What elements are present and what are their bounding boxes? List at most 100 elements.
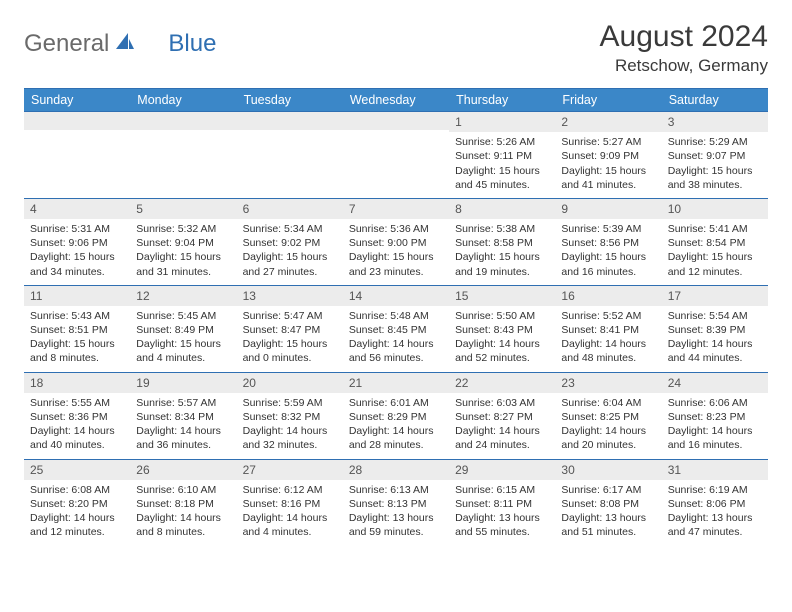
day-info-line: Sunrise: 5:55 AM	[30, 396, 124, 410]
day-info-line: and 16 minutes.	[668, 438, 762, 452]
day-info-line: Daylight: 15 hours	[349, 250, 443, 264]
day-info-line: Sunset: 8:36 PM	[30, 410, 124, 424]
day-info: Sunrise: 5:55 AMSunset: 8:36 PMDaylight:…	[24, 393, 130, 459]
day-number: 28	[343, 460, 449, 480]
calendar-day-cell: 12Sunrise: 5:45 AMSunset: 8:49 PMDayligh…	[130, 285, 236, 372]
calendar-day-cell: 21Sunrise: 6:01 AMSunset: 8:29 PMDayligh…	[343, 372, 449, 459]
day-info-line: Sunrise: 5:52 AM	[561, 309, 655, 323]
day-info-line: Sunrise: 6:12 AM	[243, 483, 337, 497]
calendar-day-cell	[343, 112, 449, 199]
day-info: Sunrise: 6:12 AMSunset: 8:16 PMDaylight:…	[237, 480, 343, 546]
weekday-header: Thursday	[449, 89, 555, 112]
day-info-line: Daylight: 14 hours	[668, 424, 762, 438]
calendar-week-row: 11Sunrise: 5:43 AMSunset: 8:51 PMDayligh…	[24, 285, 768, 372]
header: General Blue August 2024 Retschow, Germa…	[24, 20, 768, 76]
day-info-line: Sunset: 8:13 PM	[349, 497, 443, 511]
day-info-line: and 52 minutes.	[455, 351, 549, 365]
day-info-line: Sunrise: 6:08 AM	[30, 483, 124, 497]
calendar-day-cell: 7Sunrise: 5:36 AMSunset: 9:00 PMDaylight…	[343, 198, 449, 285]
calendar-day-cell: 1Sunrise: 5:26 AMSunset: 9:11 PMDaylight…	[449, 112, 555, 199]
day-number: 31	[662, 460, 768, 480]
day-info-line: Sunset: 9:09 PM	[561, 149, 655, 163]
day-info-line: and 40 minutes.	[30, 438, 124, 452]
calendar-day-cell	[130, 112, 236, 199]
day-number	[24, 112, 130, 130]
day-info: Sunrise: 5:36 AMSunset: 9:00 PMDaylight:…	[343, 219, 449, 285]
day-info-line: and 24 minutes.	[455, 438, 549, 452]
calendar-day-cell: 16Sunrise: 5:52 AMSunset: 8:41 PMDayligh…	[555, 285, 661, 372]
calendar-day-cell: 31Sunrise: 6:19 AMSunset: 8:06 PMDayligh…	[662, 459, 768, 545]
day-info	[24, 130, 130, 139]
calendar-day-cell: 2Sunrise: 5:27 AMSunset: 9:09 PMDaylight…	[555, 112, 661, 199]
month-title: August 2024	[600, 20, 768, 54]
day-info-line: Sunrise: 6:10 AM	[136, 483, 230, 497]
day-info-line: Daylight: 15 hours	[561, 164, 655, 178]
day-info: Sunrise: 5:34 AMSunset: 9:02 PMDaylight:…	[237, 219, 343, 285]
day-info: Sunrise: 5:29 AMSunset: 9:07 PMDaylight:…	[662, 132, 768, 198]
logo-sail-icon	[114, 31, 136, 56]
day-number: 27	[237, 460, 343, 480]
day-info-line: Sunrise: 5:31 AM	[30, 222, 124, 236]
day-info: Sunrise: 5:59 AMSunset: 8:32 PMDaylight:…	[237, 393, 343, 459]
day-info-line: Sunset: 8:18 PM	[136, 497, 230, 511]
day-info-line: Sunset: 8:45 PM	[349, 323, 443, 337]
day-info-line: Daylight: 14 hours	[349, 424, 443, 438]
day-info: Sunrise: 5:41 AMSunset: 8:54 PMDaylight:…	[662, 219, 768, 285]
day-number: 23	[555, 373, 661, 393]
calendar-table: Sunday Monday Tuesday Wednesday Thursday…	[24, 88, 768, 545]
day-info-line: Sunrise: 5:50 AM	[455, 309, 549, 323]
day-info-line: Sunrise: 5:34 AM	[243, 222, 337, 236]
day-info-line: Sunrise: 5:26 AM	[455, 135, 549, 149]
calendar-day-cell: 5Sunrise: 5:32 AMSunset: 9:04 PMDaylight…	[130, 198, 236, 285]
day-info: Sunrise: 6:08 AMSunset: 8:20 PMDaylight:…	[24, 480, 130, 546]
day-info	[130, 130, 236, 139]
day-number: 29	[449, 460, 555, 480]
day-info-line: Sunrise: 6:06 AM	[668, 396, 762, 410]
calendar-day-cell: 20Sunrise: 5:59 AMSunset: 8:32 PMDayligh…	[237, 372, 343, 459]
day-info-line: and 20 minutes.	[561, 438, 655, 452]
day-info-line: Sunset: 8:32 PM	[243, 410, 337, 424]
day-info-line: Sunset: 8:11 PM	[455, 497, 549, 511]
calendar-day-cell: 14Sunrise: 5:48 AMSunset: 8:45 PMDayligh…	[343, 285, 449, 372]
day-info: Sunrise: 5:39 AMSunset: 8:56 PMDaylight:…	[555, 219, 661, 285]
day-info-line: Sunrise: 6:13 AM	[349, 483, 443, 497]
day-info: Sunrise: 5:31 AMSunset: 9:06 PMDaylight:…	[24, 219, 130, 285]
day-number: 15	[449, 286, 555, 306]
day-info-line: and 45 minutes.	[455, 178, 549, 192]
calendar-day-cell: 9Sunrise: 5:39 AMSunset: 8:56 PMDaylight…	[555, 198, 661, 285]
day-info-line: Sunrise: 5:36 AM	[349, 222, 443, 236]
day-info-line: Daylight: 14 hours	[243, 424, 337, 438]
day-info-line: Sunrise: 6:17 AM	[561, 483, 655, 497]
day-info-line: and 59 minutes.	[349, 525, 443, 539]
day-info-line: Sunset: 8:43 PM	[455, 323, 549, 337]
day-info: Sunrise: 5:50 AMSunset: 8:43 PMDaylight:…	[449, 306, 555, 372]
day-info-line: and 32 minutes.	[243, 438, 337, 452]
day-info	[237, 130, 343, 139]
day-number: 16	[555, 286, 661, 306]
day-info-line: Sunset: 9:11 PM	[455, 149, 549, 163]
day-info-line: and 55 minutes.	[455, 525, 549, 539]
day-number: 4	[24, 199, 130, 219]
location: Retschow, Germany	[600, 56, 768, 76]
day-info-line: and 8 minutes.	[30, 351, 124, 365]
day-info: Sunrise: 5:32 AMSunset: 9:04 PMDaylight:…	[130, 219, 236, 285]
day-number: 19	[130, 373, 236, 393]
day-number: 20	[237, 373, 343, 393]
day-info-line: Daylight: 13 hours	[561, 511, 655, 525]
calendar-day-cell: 25Sunrise: 6:08 AMSunset: 8:20 PMDayligh…	[24, 459, 130, 545]
day-info-line: Sunrise: 5:38 AM	[455, 222, 549, 236]
day-info: Sunrise: 6:01 AMSunset: 8:29 PMDaylight:…	[343, 393, 449, 459]
weekday-header: Tuesday	[237, 89, 343, 112]
day-info-line: Daylight: 15 hours	[561, 250, 655, 264]
day-number	[237, 112, 343, 130]
day-info-line: Daylight: 15 hours	[243, 337, 337, 351]
day-info: Sunrise: 5:27 AMSunset: 9:09 PMDaylight:…	[555, 132, 661, 198]
day-info-line: and 38 minutes.	[668, 178, 762, 192]
day-info-line: Daylight: 14 hours	[30, 424, 124, 438]
day-info-line: and 34 minutes.	[30, 265, 124, 279]
day-info-line: and 47 minutes.	[668, 525, 762, 539]
calendar-week-row: 18Sunrise: 5:55 AMSunset: 8:36 PMDayligh…	[24, 372, 768, 459]
calendar-day-cell: 17Sunrise: 5:54 AMSunset: 8:39 PMDayligh…	[662, 285, 768, 372]
day-info-line: Sunrise: 6:15 AM	[455, 483, 549, 497]
day-info-line: and 12 minutes.	[668, 265, 762, 279]
